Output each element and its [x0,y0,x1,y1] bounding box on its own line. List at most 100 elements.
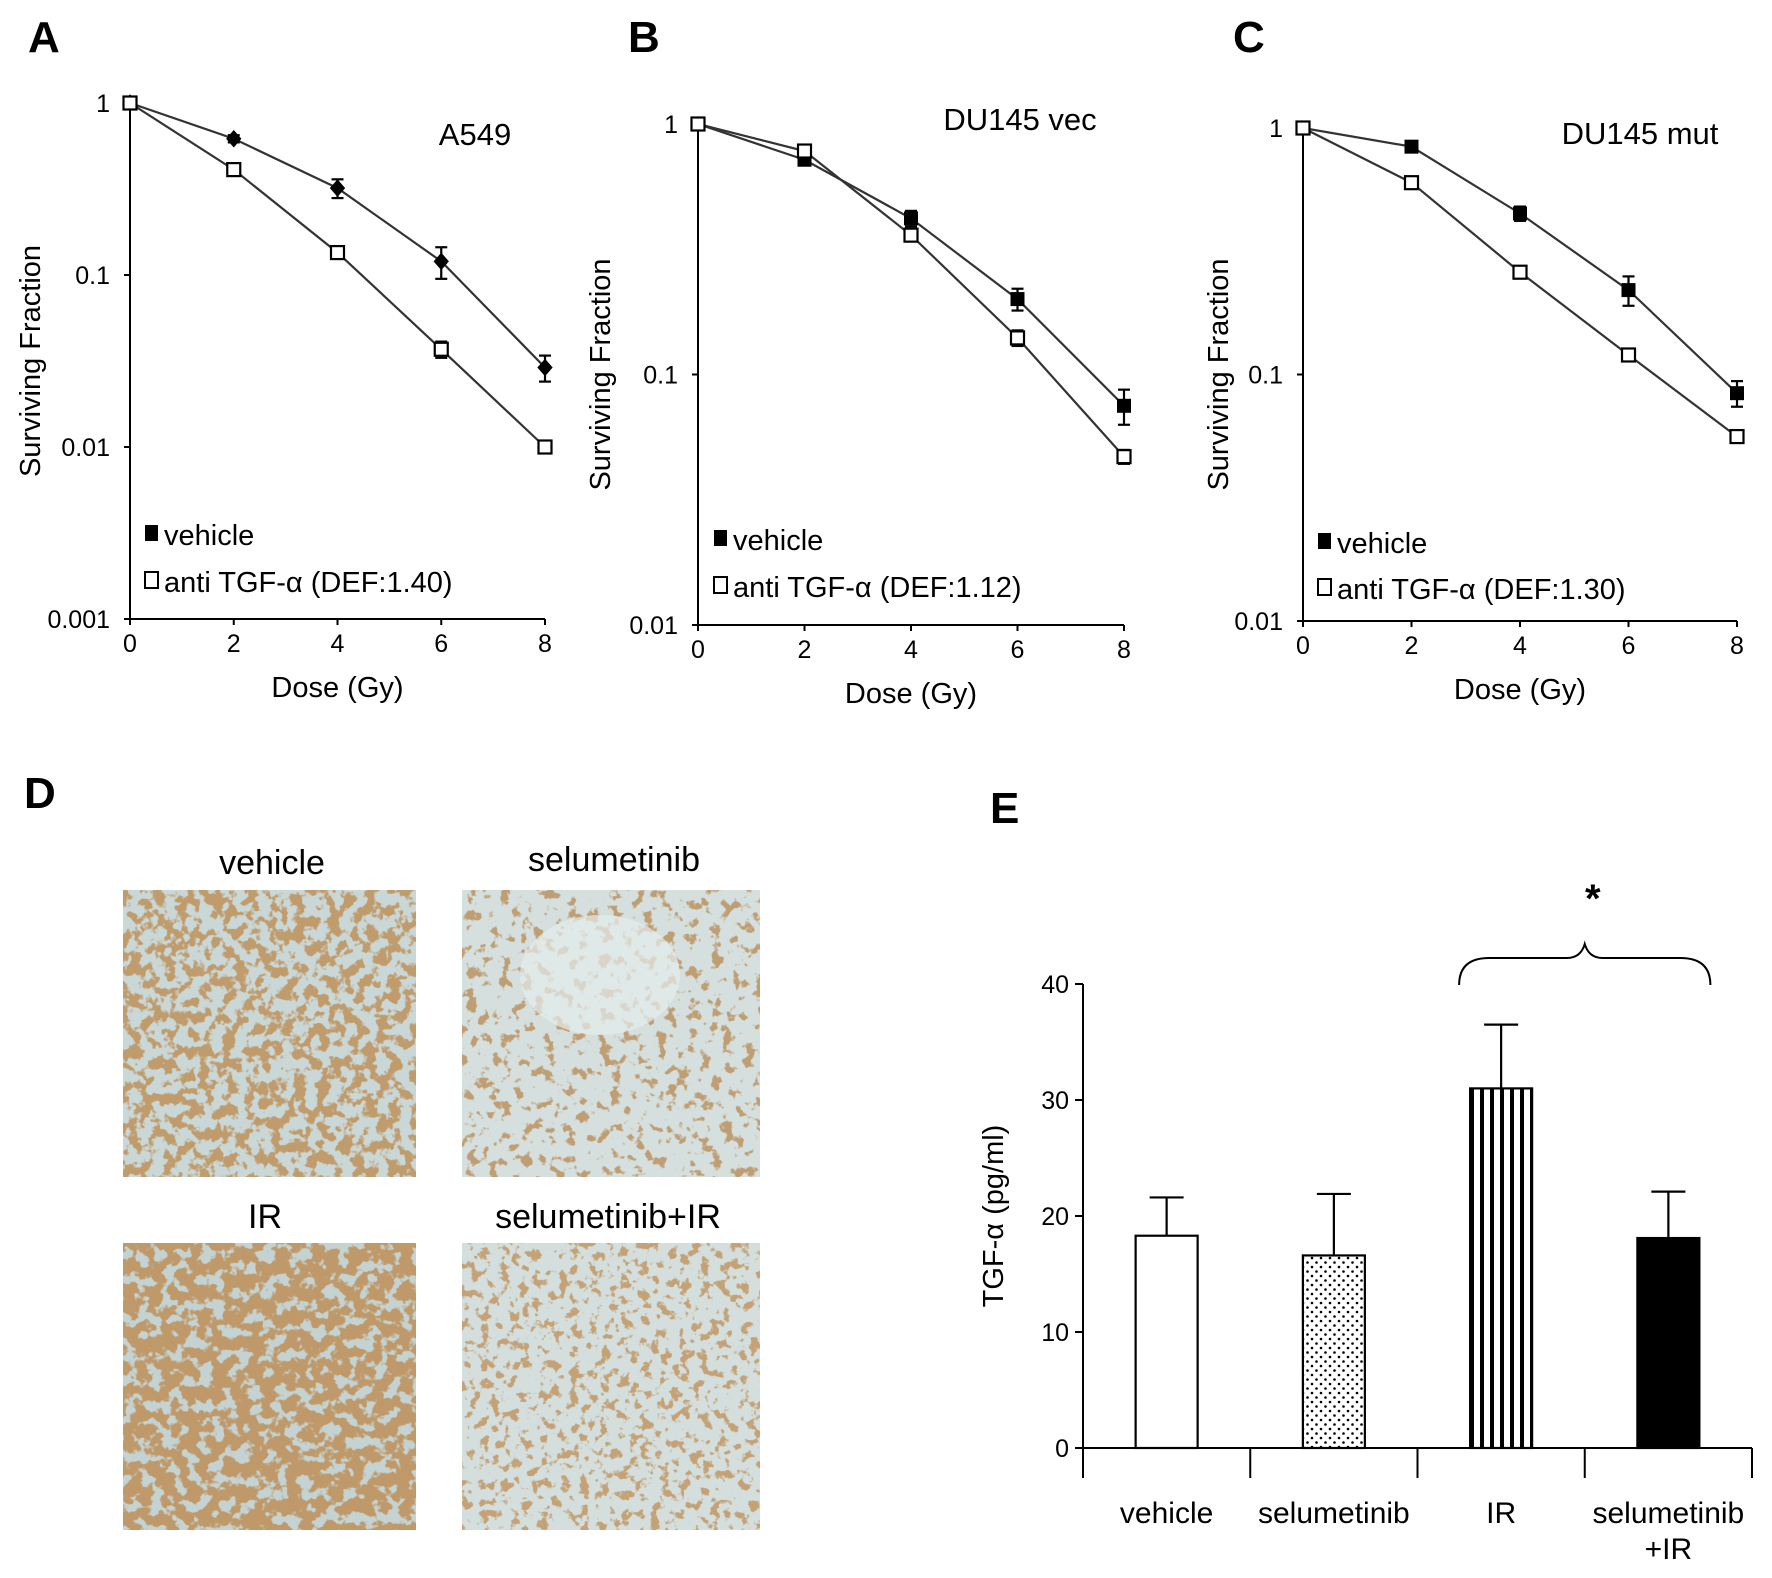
ihc-image-vehicle [123,890,416,1177]
series-line [129,102,546,448]
bar-group: selumetinib+IR [1593,1190,1745,1566]
x-axis-label: Dose (Gy) [845,678,977,710]
x-tick-label: 2 [1405,632,1419,660]
x-tick-label: 4 [1513,632,1527,660]
y-tick-label: 1 [664,111,678,139]
legend-marker [713,576,728,594]
legend-marker [1318,533,1331,549]
data-point [1116,449,1132,465]
tgf-alpha-bar-chart: 0 10 20 30 40 TGF-α (pg/ml) vehicle selumetinib… [978,877,1753,1566]
data-point [226,129,242,148]
bar [1134,1234,1199,1450]
significance-bracket: * [1458,877,1712,986]
panel-letter-c: C [1233,13,1265,62]
panel-letter-a: A [28,13,60,62]
ihc-image-selumetinib [462,890,760,1177]
series-line [1302,127,1738,438]
series-line [697,122,1125,407]
data-point [122,95,138,111]
brace [1458,940,1712,986]
data-point [690,116,706,132]
data-point [226,162,242,178]
data-point [433,341,449,357]
y-tick-label: 0.01 [629,612,678,640]
series-anti-tgf-alpha [122,95,553,455]
legend-marker [714,530,727,546]
bar-group: selumetinib [1258,1192,1410,1530]
ihc-label-ir: IR [248,1198,282,1236]
legend: vehicle anti TGF-α (DEF:1.12) [713,525,1022,604]
chart-title: DU145 mut [1562,116,1719,151]
x-tick-label: 0 [123,630,137,658]
category-label: selumetinib [1593,1497,1745,1530]
y-tick-label: 10 [1041,1319,1069,1347]
x-tick-label: 8 [1730,632,1744,660]
ihc-image-selumetinib-ir [462,1243,760,1530]
chart-title: A549 [439,117,511,152]
y-tick-label: 1 [1269,115,1283,143]
panel-letter-b: B [628,13,660,62]
survival-chart-a549: 1 0.1 0.01 0.001 0 2 4 6 8 Dose (Gy) Surviving Fra… [15,90,553,704]
legend-marker [1317,578,1332,596]
ihc-label-selumetinib-ir: selumetinib+IR [495,1198,721,1236]
bar [1636,1236,1701,1450]
panel-letter-d: D [24,769,56,818]
data-point [1620,347,1637,363]
legend-label: anti TGF-α (DEF:1.30) [1337,574,1626,606]
x-axis-label: Dose (Gy) [1454,674,1586,706]
data-point [537,358,553,377]
data-point [1729,428,1745,445]
data-point [1009,330,1026,346]
category-label: selumetinib [1258,1497,1410,1530]
y-tick-label: 0.1 [1248,362,1283,390]
data-point [1512,264,1528,280]
y-tick-label: 0 [1055,1435,1069,1463]
series-anti-tgf-alpha [1295,120,1745,445]
x-tick-label: 2 [227,630,241,658]
data-point [1730,386,1744,401]
x-tick-label: 8 [538,630,552,658]
y-axis-label: Surviving Fraction [1203,258,1235,490]
x-axis-label: Dose (Gy) [271,672,403,704]
y-tick-label: 0.1 [643,362,678,390]
data-point [1117,398,1131,413]
series-line [697,122,1125,458]
data-point [1513,206,1527,221]
legend-marker [144,571,159,589]
series-vehicle [691,117,1131,426]
series-line [1302,126,1738,394]
significance-star: * [1585,877,1601,921]
x-tick-label: 6 [434,630,448,658]
ihc-label-vehicle: vehicle [219,844,325,882]
bar-group: IR [1469,1023,1534,1530]
legend-label: vehicle [164,520,254,552]
legend: vehicle anti TGF-α (DEF:1.30) [1317,528,1626,606]
y-tick-label: 20 [1041,1203,1069,1231]
series-vehicle [1296,121,1744,408]
y-axis-label: Surviving Fraction [585,258,617,490]
ihc-label-selumetinib: selumetinib [528,841,700,879]
panel-letter-e: E [990,784,1019,833]
x-tick-label: 0 [691,636,705,664]
legend-label: vehicle [1337,528,1427,560]
data-point [1295,120,1311,136]
y-tick-label: 30 [1041,1087,1069,1115]
data-point [796,143,813,159]
chart-title: DU145 vec [943,102,1096,137]
data-point [903,227,919,243]
data-point [904,211,918,226]
x-tick-label: 2 [798,636,812,664]
category-label: +IR [1645,1533,1693,1566]
x-tick-label: 6 [1622,632,1636,660]
series-anti-tgf-alpha [690,116,1132,465]
legend: vehicle anti TGF-α (DEF:1.40) [144,520,453,599]
x-tick-label: 8 [1117,636,1131,664]
ihc-panel: vehicle selumetinib IR selumetinib+IR [123,841,760,1530]
y-axis-label: Surviving Fraction [15,245,47,477]
y-tick-label: 1 [96,90,110,118]
data-point [329,244,346,261]
y-tick-label: 40 [1041,971,1069,999]
bar [1469,1087,1534,1450]
legend-label: anti TGF-α (DEF:1.12) [733,572,1022,604]
data-point [537,439,553,455]
